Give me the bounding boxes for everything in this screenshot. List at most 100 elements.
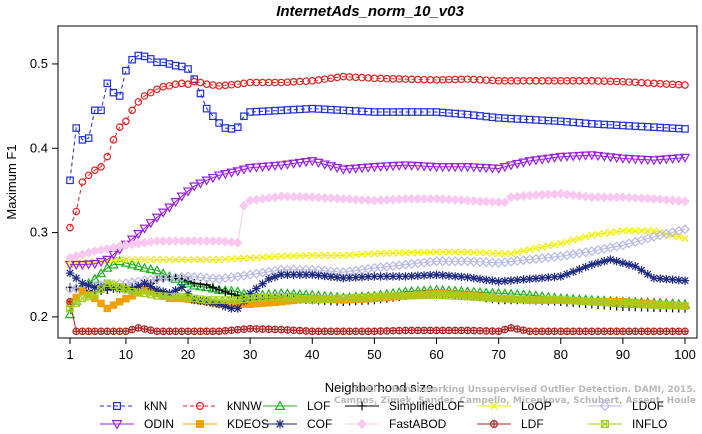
data-point: [667, 154, 678, 164]
data-point: [158, 287, 168, 296]
data-point: [215, 255, 223, 264]
data-point: [561, 152, 573, 162]
legend-label: LDF: [521, 417, 544, 431]
data-point: [599, 152, 610, 162]
data-point: [630, 155, 641, 165]
data-point: [288, 159, 299, 169]
data-point: [444, 194, 454, 205]
data-point: [425, 162, 436, 172]
data-point: [501, 250, 509, 258]
data-point: [625, 327, 633, 336]
data-point: [606, 228, 615, 237]
data-point: [462, 195, 473, 206]
data-point: [375, 162, 386, 172]
data-point: [301, 270, 311, 279]
data-point: [352, 251, 360, 259]
data-point: [400, 161, 411, 171]
data-point: [662, 327, 671, 336]
data-point: [599, 400, 611, 412]
x-axis: 1 10 20 30 40 50 60 70 80 90 100: [66, 338, 696, 362]
data-point: [283, 326, 292, 334]
data-point: [432, 270, 441, 279]
data-point: [171, 255, 180, 264]
data-point: [157, 208, 169, 218]
data-point: [636, 155, 647, 165]
data-point: [494, 277, 503, 286]
data-point: [469, 273, 478, 283]
data-point: [296, 326, 304, 335]
data-point: [357, 401, 367, 411]
data-point: [164, 203, 175, 213]
data-point: [381, 162, 393, 172]
data-point: [140, 325, 149, 333]
data-point: [326, 193, 336, 204]
data-point: [550, 327, 559, 336]
data-point: [594, 230, 602, 238]
data-point: [103, 304, 111, 313]
data-point: [581, 327, 590, 336]
data-point: [655, 274, 665, 283]
data-point: [475, 274, 485, 284]
data-point: [189, 271, 200, 282]
data-point: [605, 153, 616, 163]
data-point: [642, 193, 653, 204]
x-tick-label: 20: [181, 347, 195, 362]
data-point: [617, 192, 628, 203]
data-point: [134, 255, 142, 264]
data-point: [308, 270, 317, 279]
data-point: [72, 273, 81, 283]
data-point: [419, 271, 429, 280]
data-point: [567, 152, 579, 162]
data-point: [606, 255, 615, 264]
data-point: [536, 155, 548, 165]
data-point: [587, 260, 597, 269]
data-point: [637, 227, 646, 235]
data-point: [277, 270, 286, 279]
data-point: [122, 255, 130, 264]
watermark-line-1: ELKI — Benchmarking Unsupervised Outlier…: [354, 385, 696, 395]
data-point: [668, 275, 677, 284]
data-point: [481, 257, 492, 268]
data-point: [146, 88, 155, 97]
data-point: [376, 272, 385, 281]
data-point: [294, 191, 305, 202]
data-point: [475, 196, 485, 207]
data-point: [277, 325, 286, 334]
data-point: [369, 163, 380, 173]
data-point: [246, 324, 254, 333]
data-point: [525, 274, 534, 284]
data-point: [362, 163, 374, 173]
data-point: [66, 297, 74, 306]
data-point: [202, 297, 211, 306]
data-point: [395, 272, 404, 281]
data-point: [182, 187, 194, 197]
data-point: [668, 327, 677, 336]
data-point: [556, 327, 565, 336]
x-tick-label: 40: [305, 347, 319, 362]
data-point: [178, 62, 186, 71]
data-point: [437, 163, 448, 173]
data-point: [265, 253, 273, 261]
legend-item-loop: LoOP: [477, 399, 552, 413]
data-point: [146, 282, 155, 291]
data-point: [109, 136, 118, 144]
data-point: [612, 327, 621, 336]
data-point: [176, 192, 188, 202]
data-point: [414, 248, 422, 257]
data-point: [77, 260, 88, 271]
data-point: [488, 327, 497, 335]
data-point: [271, 252, 279, 261]
data-point: [122, 117, 130, 126]
data-point: [383, 327, 391, 335]
data-point: [274, 400, 286, 410]
legend-label: ODIN: [144, 417, 174, 431]
data-point: [630, 192, 641, 203]
data-point: [344, 194, 355, 205]
data-point: [544, 273, 553, 282]
data-point: [282, 191, 293, 202]
data-point: [581, 262, 590, 272]
data-point: [214, 300, 224, 309]
data-point: [252, 284, 261, 293]
legend-label: LDOF: [632, 399, 664, 413]
series-ldf: [66, 297, 689, 336]
